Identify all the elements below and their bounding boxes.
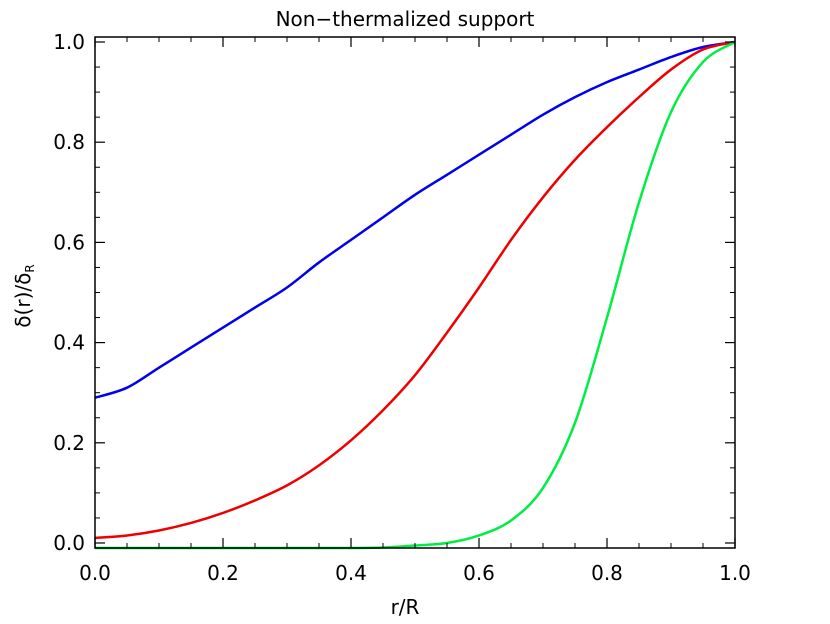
series-line-2 [94,40,736,540]
x-tick-label: 0.0 [79,561,111,585]
x-tick-label: 0.8 [591,561,623,585]
x-tick-label: 0.2 [207,561,239,585]
series-line-1 [94,40,736,399]
y-tick-label: 0.4 [53,331,85,355]
x-tick-label: 0.4 [335,561,367,585]
x-tick-label: 0.6 [463,561,495,585]
y-tick-label: 0.6 [53,230,85,254]
y-axis-label-main: δ(r)/δ [11,273,35,328]
y-tick-label: 1.0 [53,30,85,54]
y-tick-label: 0.2 [53,431,85,455]
y-axis-label-subscript: R [23,264,37,272]
y-tick-label: 0.8 [53,130,85,154]
y-tick-label: 0.0 [53,531,85,555]
x-axis-label: r/R [391,595,420,619]
series-group [94,40,736,550]
chart-title: Non−thermalized support [276,7,535,31]
y-axis-label: δ(r)/δR [11,264,37,327]
series-line-3 [94,40,736,550]
axes-group: 0.0 0.2 0.4 0.6 0.8 1.0 0.0 0.2 0.4 0.6 0.8 1.0 [53,30,751,585]
x-tick-label: 1.0 [719,561,751,585]
plot-frame [94,36,736,549]
